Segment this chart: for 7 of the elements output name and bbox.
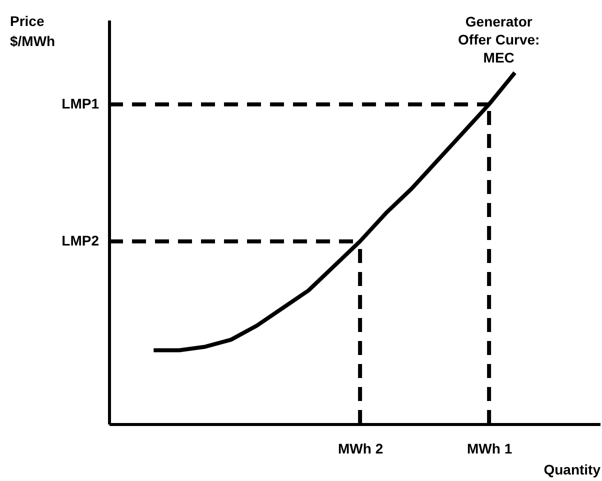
x-axis-title: Quantity — [544, 462, 601, 478]
x-tick-label: MWh 2 — [338, 440, 384, 456]
ref-line-label: LMP1 — [62, 95, 100, 112]
ref-line-label: LMP2 — [62, 232, 100, 248]
x-tick-label: MWh 1 — [467, 440, 512, 456]
text: Price $/MWh — [10, 13, 56, 49]
series-label: Generator Offer Curve: MEC — [458, 14, 540, 66]
